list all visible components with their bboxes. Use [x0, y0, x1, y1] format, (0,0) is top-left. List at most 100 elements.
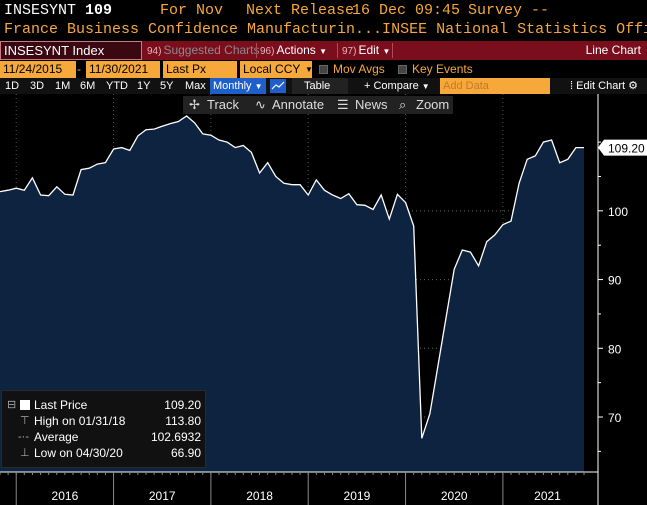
period-3d[interactable]: 3D — [30, 80, 45, 92]
security-description: France Business Confidence Manufacturin.… — [4, 21, 647, 38]
last-value-label: 109.20 — [598, 139, 647, 156]
zoom-button[interactable]: Zoom — [416, 97, 450, 112]
key-events-label: Key Events — [412, 62, 473, 76]
line-chart-icon[interactable] — [270, 79, 286, 93]
caret-down-icon: ▼ — [382, 47, 391, 56]
chart-right-margin — [584, 94, 598, 472]
frequency-select[interactable]: Monthly ▼ — [210, 78, 266, 94]
add-data-input[interactable]: Add Data — [440, 78, 550, 94]
x-tick-label: 2016 — [52, 489, 79, 503]
mov-avgs-label: Mov Avgs — [333, 62, 385, 76]
y-axis: 70 80 90 100 — [597, 94, 628, 505]
actions-label: Actions — [276, 43, 316, 57]
collapse-icon[interactable]: ⊟ — [7, 399, 17, 411]
legend-last-price: ⊟ Last Price 109.20 — [2, 397, 207, 413]
actions-menu[interactable]: 96) Actions ▼ — [258, 41, 327, 61]
line-chart-glyph — [271, 81, 285, 90]
price-field-select[interactable]: Last Px — [163, 61, 237, 78]
period-1m[interactable]: 1M — [55, 80, 71, 92]
suggested-charts-number: 94) — [147, 46, 162, 57]
edit-number: 97) — [342, 46, 357, 57]
currency-select[interactable]: Local CCY — [240, 61, 312, 78]
price-chart[interactable]: 70 80 90 100 2016 2017 2018 2019 2020 2021 109.2… — [0, 94, 647, 505]
x-tick-label: 2019 — [344, 489, 371, 503]
edit-menu[interactable]: 97) Edit ▼ — [340, 41, 390, 61]
key-events-checkbox[interactable] — [398, 65, 407, 74]
menu-divider — [392, 43, 393, 58]
average-marker-icon: -·- — [18, 431, 29, 443]
zoom-icon[interactable]: ⌕ — [399, 97, 407, 112]
menu-divider — [256, 43, 257, 58]
legend-value: 113.80 — [165, 414, 201, 428]
actions-number: 96) — [260, 46, 275, 57]
suggested-charts-button[interactable]: 94) Suggested Charts — [143, 41, 260, 60]
caret-down-icon: ▼ — [421, 82, 430, 91]
last-value-tag — [598, 139, 647, 156]
legend-label: Last Price — [34, 398, 88, 412]
news-icon[interactable]: ☰ — [337, 97, 349, 112]
legend-average: -·- Average 102.6932 — [2, 429, 207, 445]
end-date-field[interactable]: 11/30/2021 — [86, 61, 160, 78]
y-tick-label: 70 — [608, 411, 622, 425]
annotate-icon[interactable]: ∿ — [255, 97, 266, 112]
x-tick-label: 2017 — [149, 489, 176, 503]
low-marker-icon: ⊥ — [20, 447, 30, 459]
caret-down-icon[interactable]: ▼ — [305, 65, 313, 74]
y-tick-label: 80 — [608, 342, 622, 356]
edit-chart-button[interactable]: ⁞ Edit Chart ⚙ — [570, 78, 638, 94]
period-5y[interactable]: 5Y — [160, 80, 174, 92]
mov-avgs-checkbox[interactable] — [319, 65, 328, 74]
edit-label: Edit — [358, 43, 380, 57]
period-ytd[interactable]: YTD — [106, 80, 128, 92]
legend-label: High on 01/31/18 — [34, 414, 126, 428]
x-tick-label: 2018 — [246, 489, 273, 503]
compare-label: + Compare — [364, 80, 419, 92]
y-tick-label: 90 — [608, 274, 622, 288]
edit-chart-label: Edit Chart — [576, 80, 626, 92]
annotate-button[interactable]: Annotate — [272, 97, 325, 112]
legend-high: ⊤ High on 01/31/18 113.80 — [2, 413, 207, 429]
legend-label: Average — [34, 430, 79, 444]
legend-low: ⊥ Low on 04/30/20 66.90 — [2, 445, 207, 461]
price-area — [0, 116, 584, 472]
security-field[interactable]: INSESYNT Index — [0, 41, 142, 60]
period-label: For Nov — [160, 2, 224, 19]
x-axis: 2016 2017 2018 2019 2020 2021 — [0, 471, 598, 505]
caret-down-icon: ▼ — [319, 47, 328, 56]
caret-down-icon: ▼ — [254, 82, 263, 91]
legend-label: Low on 04/30/20 — [34, 446, 123, 460]
suggested-charts-label: Suggested Charts — [163, 43, 260, 57]
track-button[interactable]: Track — [207, 97, 240, 112]
last-value-text: 109.20 — [608, 142, 645, 156]
track-icon[interactable]: ✢ — [189, 97, 200, 112]
start-date-field[interactable]: 11/24/2015 — [0, 61, 76, 78]
x-tick-label: 2020 — [441, 489, 468, 503]
chart-type-label[interactable]: Line Chart — [585, 43, 641, 57]
settings-icon: ⁞ — [570, 80, 577, 92]
survey-label: Survey -- — [468, 2, 550, 19]
period-max[interactable]: Max — [185, 80, 206, 92]
next-release-label: Next Release — [246, 2, 355, 19]
menu-bar: INSESYNT Index 94) Suggested Charts 96) Ac… — [0, 41, 647, 60]
y-tick-label: 100 — [608, 205, 628, 219]
legend-value: 102.6932 — [150, 430, 201, 444]
period-bar: 1D 3D 1M 6M YTD 1Y 5Y Max Monthly ▼ Tabl… — [0, 78, 647, 94]
date-range-dash: - — [77, 62, 81, 76]
ticker-title: INSESYNT 109 — [4, 2, 113, 19]
next-release-value: 16 Dec 09:45 — [352, 2, 461, 19]
menu-divider — [337, 43, 338, 58]
ticker-value: 109 — [85, 2, 113, 19]
x-tick-label: 2021 — [534, 489, 561, 503]
chart-toolbar: ✢ Track ∿ Annotate ☰ News ⌕ Zoom — [183, 96, 453, 114]
period-6m[interactable]: 6M — [80, 80, 96, 92]
title-row: INSESYNT 109 For Nov Next Release 16 Dec… — [0, 0, 647, 22]
chart-grid — [0, 94, 598, 472]
table-button[interactable]: Table — [292, 78, 348, 94]
period-1y[interactable]: 1Y — [137, 80, 151, 92]
period-1d[interactable]: 1D — [5, 80, 20, 92]
compare-button[interactable]: + Compare ▼ — [364, 78, 430, 95]
news-button[interactable]: News — [355, 97, 388, 112]
price-line — [0, 115, 584, 439]
legend-panel[interactable]: ⊟ Last Price 109.20 ⊤ High on 01/31/18 1… — [1, 390, 206, 468]
chart-area[interactable]: 70 80 90 100 2016 2017 2018 2019 2020 2021 109.2… — [0, 94, 647, 505]
